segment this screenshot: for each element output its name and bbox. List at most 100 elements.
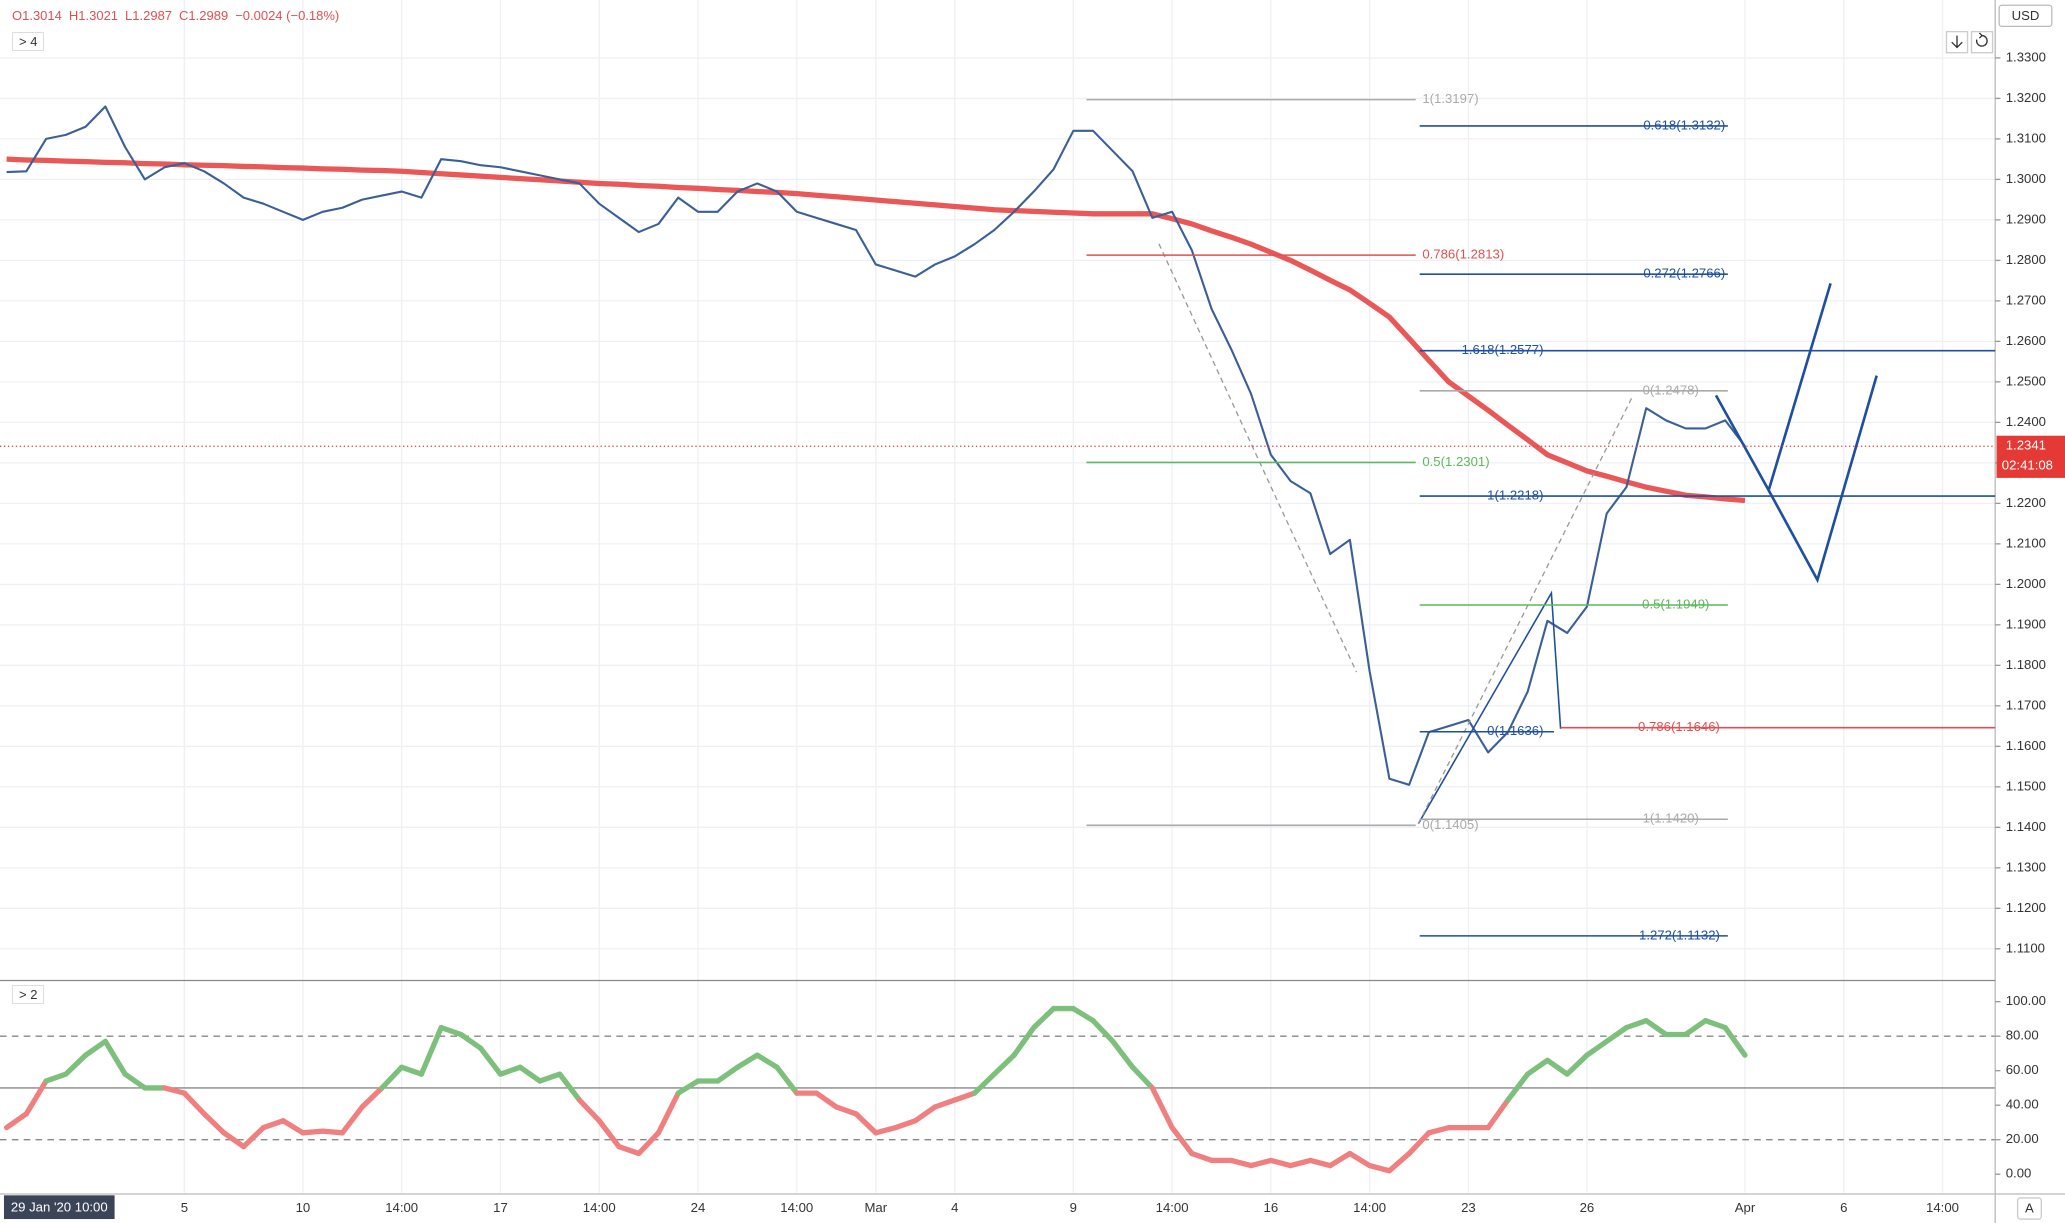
indicator-segment <box>952 1090 978 1103</box>
y-tick-label: 1.2200 <box>2006 495 2046 510</box>
fib-label: 0(1.2478) <box>1643 382 1699 397</box>
x-tick-label: 14:00 <box>1353 1200 1386 1215</box>
indicator-segment <box>201 1111 227 1136</box>
indicator-segment <box>557 1071 583 1103</box>
indicator-segment <box>1228 1157 1254 1169</box>
indicator-segment <box>675 1078 701 1096</box>
indicator-segment <box>596 1118 622 1150</box>
y-tick-label: 1.2500 <box>2006 373 2046 388</box>
indicator-segment <box>912 1104 938 1124</box>
indicator-segment <box>63 1052 89 1077</box>
indicator-segment <box>23 1078 49 1117</box>
auto-scale: A <box>2025 1201 2034 1216</box>
indicator-segment <box>161 1085 188 1096</box>
indicator-segment <box>971 1071 997 1096</box>
indicator-segment <box>1722 1024 1748 1058</box>
fib-label: 1.272(1.1132) <box>1639 927 1720 942</box>
indicator-segment <box>280 1118 306 1136</box>
x-tick-label: 23 <box>1461 1200 1476 1215</box>
indicator-segment <box>991 1052 1017 1077</box>
x-tick-label: 10 <box>296 1200 311 1215</box>
y-tick-label: 1.1900 <box>2006 616 2046 631</box>
indicator-segment <box>517 1064 543 1084</box>
indicator-segment <box>537 1071 563 1084</box>
ohlc-open: O1.3014 <box>12 8 62 23</box>
x-tick-label: 14:00 <box>780 1200 813 1215</box>
indicator-segment <box>1584 1038 1610 1058</box>
indicator-segment <box>774 1064 800 1096</box>
fib-label: 0(1.1405) <box>1422 817 1478 832</box>
indicator-segment <box>833 1104 859 1117</box>
currency-box[interactable] <box>1998 4 2053 28</box>
y-tick-label: 1.2600 <box>2006 333 2046 348</box>
fib-label: 0.5(1.2301) <box>1422 454 1489 469</box>
reset-button[interactable] <box>1970 30 1994 54</box>
y-tick-label: 1.2900 <box>2006 211 2046 226</box>
indicator-segment <box>221 1130 247 1150</box>
indicator-segment <box>873 1124 899 1136</box>
indicator-segment <box>122 1071 148 1091</box>
indicator-segment <box>754 1052 780 1070</box>
fib-label: 1.618(1.2577) <box>1462 342 1544 357</box>
indicator-toggle[interactable]: > 2 <box>12 985 45 1004</box>
y-tick-label: 1.1400 <box>2006 819 2046 834</box>
indicator-segment <box>1544 1057 1570 1077</box>
indicator-segment <box>1110 1038 1136 1070</box>
x-tick-label: 17 <box>493 1200 508 1215</box>
indicator-segment <box>1189 1150 1215 1164</box>
y-tick-label: 1.3200 <box>2006 90 2046 105</box>
indicator-segment <box>458 1031 484 1051</box>
indicator-segment <box>497 1064 523 1077</box>
plot <box>3 105 1748 1174</box>
auto-scale-button[interactable] <box>2016 1197 2042 1220</box>
indicator-segment <box>1307 1157 1333 1169</box>
fib-label: -0.618(1.3132) <box>1639 117 1725 132</box>
y-tick-label: 20.00 <box>2006 1131 2039 1146</box>
indicator-segment <box>1623 1018 1649 1031</box>
x-tick-label: 5 <box>181 1200 188 1215</box>
fib-label: 1(1.3197) <box>1422 91 1478 106</box>
x-tick-label: 26 <box>1580 1200 1595 1215</box>
indicator-segment <box>1505 1071 1531 1103</box>
fib-label: 1(1.1420) <box>1643 811 1699 826</box>
indicator-segment <box>1149 1085 1175 1131</box>
icon <box>1951 35 1963 49</box>
indicator-segment <box>1090 1018 1116 1044</box>
indicator-segment <box>82 1038 108 1058</box>
y-tick-label: 1.1800 <box>2006 657 2046 672</box>
indicator-segment <box>1367 1162 1393 1174</box>
ohlc-low: L1.2987 <box>125 8 173 23</box>
indicator-toggle[interactable]: > 4 <box>12 32 45 51</box>
indicator-segment <box>576 1097 602 1124</box>
countdown: 02:41:08 <box>2002 458 2053 473</box>
y-tick-label: 1.1300 <box>2006 859 2046 874</box>
indicator-segment <box>1169 1124 1195 1157</box>
indicator-segment <box>1327 1150 1353 1169</box>
indicator-segment <box>1386 1150 1412 1174</box>
crosshair-time-box <box>3 1195 115 1220</box>
indicator-segment <box>1347 1150 1373 1169</box>
x-tick-label: 14:00 <box>385 1200 418 1215</box>
y-tick-label: 1.2000 <box>2006 576 2046 591</box>
indicator-segment <box>1702 1018 1728 1031</box>
y-tick-label: 1.2100 <box>2006 535 2046 550</box>
y-tick-label: 1.1200 <box>2006 900 2046 915</box>
indicator-segment <box>734 1052 760 1070</box>
indicator-segment <box>616 1143 642 1157</box>
ohlc-high: H1.3021 <box>68 8 119 23</box>
indicator-segment <box>320 1128 346 1136</box>
indicator-segment <box>1287 1157 1314 1169</box>
projection-path <box>1767 375 1878 584</box>
y-tick-label: 1.1100 <box>2006 940 2045 955</box>
fib-label: 0(1.1636) <box>1487 723 1543 738</box>
y-tick-label: 1.3000 <box>2006 171 2046 186</box>
fib-label: 0.786(1.2813) <box>1422 247 1504 262</box>
indicator-segment <box>813 1090 839 1110</box>
x-tick-label: Mar <box>864 1200 887 1215</box>
indicator-segment <box>1426 1124 1452 1136</box>
y-tick-label: 1.1500 <box>2006 778 2046 793</box>
indicator-count: 4 <box>30 34 38 49</box>
